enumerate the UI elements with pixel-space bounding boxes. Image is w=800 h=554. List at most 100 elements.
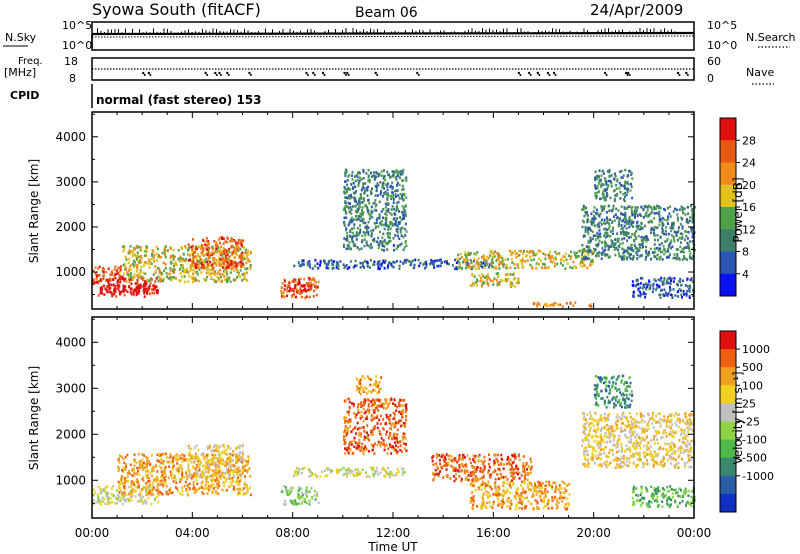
colorbar-tick-label: 100 [742, 379, 763, 392]
y-tick-label: 4000 [55, 335, 86, 349]
nsky-series [91, 31, 695, 36]
x-tick-label: 12:00 [376, 526, 411, 540]
nsky-spikes [91, 28, 686, 48]
nave-tick-bottom: 0 [707, 72, 714, 85]
date-label: 24/Apr/2009 [590, 1, 683, 19]
x-tick-label: 00:00 [75, 526, 110, 540]
nsearch-label: N.Search [746, 31, 796, 44]
power-colorbar: 4 8 12 16 20 24 28 [719, 117, 756, 297]
nave-tick-top: 60 [707, 55, 721, 68]
heatmap-region [342, 168, 408, 252]
y-tick-label: 2000 [55, 220, 86, 234]
heatmap-region [187, 236, 245, 270]
x-tick-label: 00:00 [677, 526, 712, 540]
power-heatmap [92, 168, 696, 308]
nsearch-tick-top: 10^5 [707, 19, 737, 32]
y-tick-label: 1000 [55, 265, 86, 279]
colorbar-swatch [720, 493, 736, 513]
x-tick-label: 04:00 [175, 526, 210, 540]
colorbar-tick-label: -25 [742, 416, 760, 429]
colorbar-tick-label: 500 [742, 361, 763, 374]
freq-label: Freq. [18, 56, 43, 67]
heatmap-region [469, 480, 571, 511]
heatmap-region [469, 272, 520, 288]
colorbar-tick-label: -500 [742, 452, 767, 465]
colorbar-tick-label: 16 [742, 201, 756, 214]
colorbar-swatch [720, 140, 736, 163]
colorbar-swatch [720, 273, 736, 297]
x-tick-label: 08:00 [275, 526, 310, 540]
heatmap-region [431, 452, 533, 483]
heatmap-region [355, 375, 383, 396]
colorbar-swatch [720, 251, 736, 275]
colorbar-tick-label: 4 [742, 268, 749, 281]
plot-title: Syowa South (fitACF) [92, 0, 261, 19]
colorbar-swatch [720, 207, 736, 230]
velocity-colorbar-label: Velocity [m s⁻¹] [731, 371, 745, 464]
heatmap-region [280, 276, 320, 300]
colorbar-swatch [720, 162, 736, 186]
colorbar-tick-label: -1000 [742, 470, 774, 483]
colorbar-tick-label: 28 [742, 134, 756, 147]
nave-series [142, 71, 689, 76]
heatmap-region [581, 411, 696, 470]
colorbar-swatch [720, 349, 736, 368]
colorbar-tick-label: 24 [742, 157, 756, 170]
nsearch-series [91, 35, 695, 38]
colorbar-swatch [720, 421, 736, 441]
power-colorbar-label: Power [dB] [731, 177, 745, 242]
heatmap-region [242, 249, 252, 265]
heatmap-region [456, 249, 595, 270]
heatmap-region [594, 168, 634, 203]
heatmap-region [631, 485, 696, 509]
colorbar-tick-label: 1000 [742, 343, 770, 356]
heatmap-region [283, 283, 317, 293]
velocity-heatmap [92, 374, 696, 511]
colorbar-swatch [720, 475, 736, 495]
colorbar-swatch [720, 184, 736, 208]
colorbar-swatch [720, 331, 736, 350]
nave-label: Nave [746, 66, 774, 79]
velocity-axes: 1000 2000 3000 4000 [55, 317, 695, 518]
colorbar-swatch [720, 439, 736, 459]
y-tick-label: 1000 [55, 473, 86, 487]
x-tick-label: 20:00 [576, 526, 611, 540]
colorbar-swatch [720, 367, 736, 386]
colorbar-tick-label: 20 [742, 179, 756, 192]
nsky-tick-top: 10^5 [62, 19, 92, 32]
colorbar-tick-label: -100 [742, 434, 767, 447]
power-ylabel: Slant Range [km] [27, 159, 41, 263]
colorbar-swatch [720, 229, 736, 252]
y-tick-label: 3000 [55, 175, 86, 189]
heatmap-region [581, 204, 696, 261]
power-axes: 1000 2000 3000 4000 [55, 112, 695, 309]
colorbar-swatch [720, 457, 736, 477]
velocity-ylabel: Slant Range [km] [27, 366, 41, 470]
heatmap-region [92, 265, 124, 282]
colorbar-tick-label: 12 [742, 223, 756, 236]
time-axis-labels: 00:00 04:00 08:00 12:00 16:00 20:00 00:00 [75, 526, 712, 540]
freq-tick-bottom: 8 [69, 72, 76, 85]
heatmap-region [293, 258, 495, 271]
y-tick-label: 3000 [55, 381, 86, 395]
heatmap-region [99, 283, 149, 295]
heatmap-region [631, 276, 695, 300]
nsky-tick-bottom: 10^0 [62, 39, 92, 52]
colorbar-swatch [720, 385, 736, 404]
y-tick-label: 2000 [55, 427, 86, 441]
beam-label: Beam 06 [355, 5, 418, 21]
cpid-label: CPID [10, 89, 39, 102]
xaxis-label: Time UT [367, 540, 418, 554]
colorbar-swatch [720, 118, 736, 141]
heatmap-region [92, 484, 160, 506]
heatmap-region [292, 466, 406, 479]
x-tick-label: 16:00 [476, 526, 511, 540]
colorbar-swatch [720, 403, 736, 422]
heatmap-region [280, 485, 320, 506]
heatmap-region [342, 397, 408, 456]
nsky-label: N.Sky [5, 31, 37, 44]
nsearch-tick-bottom: 10^0 [707, 39, 737, 52]
colorbar-tick-label: 25 [742, 397, 756, 410]
velocity-colorbar: 1000 500 100 25 -25 -100 -500 -1000 [719, 330, 774, 513]
freq-tick-top: 18 [64, 55, 78, 68]
